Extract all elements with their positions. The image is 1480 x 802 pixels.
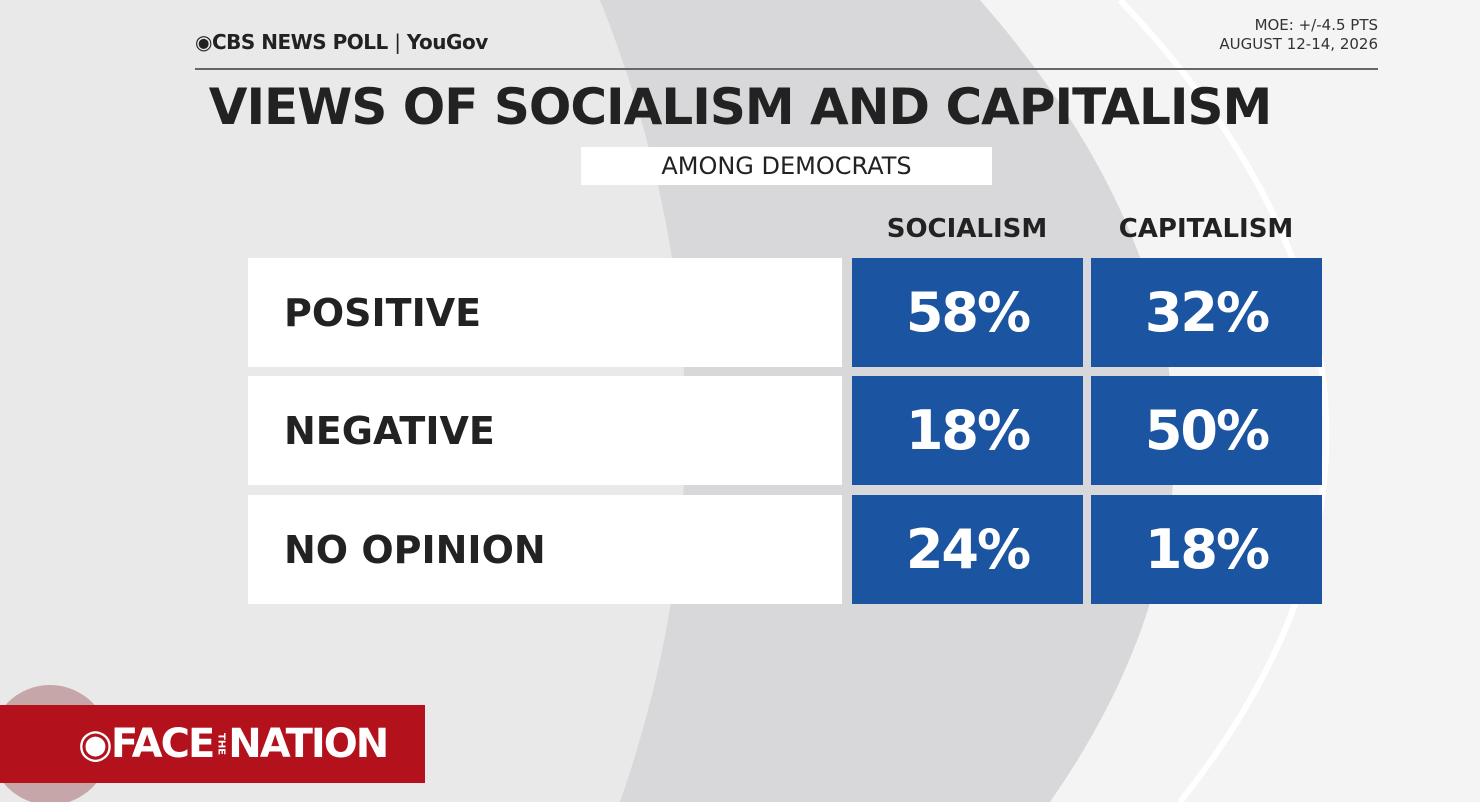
value-cell: 58%	[852, 258, 1083, 367]
logo-nation: NATION	[228, 721, 389, 767]
title: VIEWS OF SOCIALISM AND CAPITALISM	[208, 78, 1272, 136]
meta: MOE: +/-4.5 PTS AUGUST 12-14, 2026	[1219, 16, 1378, 54]
value-cell: 18%	[852, 376, 1083, 485]
row-label: POSITIVE	[248, 258, 842, 367]
subtitle: AMONG DEMOCRATS	[581, 147, 992, 185]
brand: ◉CBS NEWS POLL | YouGov	[195, 30, 488, 54]
row-label: NEGATIVE	[248, 376, 842, 485]
swoosh-line	[1117, 0, 1330, 802]
value-cell: 50%	[1091, 376, 1322, 485]
divider	[195, 68, 1378, 70]
brand-name: CBS NEWS POLL	[211, 30, 388, 54]
value-cell: 24%	[852, 495, 1083, 604]
row-label: NO OPINION	[248, 495, 842, 604]
column-header: SOCIALISM	[886, 214, 1048, 244]
show-logo: ◉ FACE THE NATION	[0, 705, 425, 783]
partner: YouGov	[406, 30, 488, 54]
moe: MOE: +/-4.5 PTS	[1254, 16, 1378, 34]
column-header: CAPITALISM	[1118, 214, 1294, 244]
dates: AUGUST 12-14, 2026	[1219, 35, 1378, 53]
value-cell: 32%	[1091, 258, 1322, 367]
logo-the: THE	[215, 732, 227, 756]
value-cell: 18%	[1091, 495, 1322, 604]
logo-face: FACE	[110, 721, 215, 767]
